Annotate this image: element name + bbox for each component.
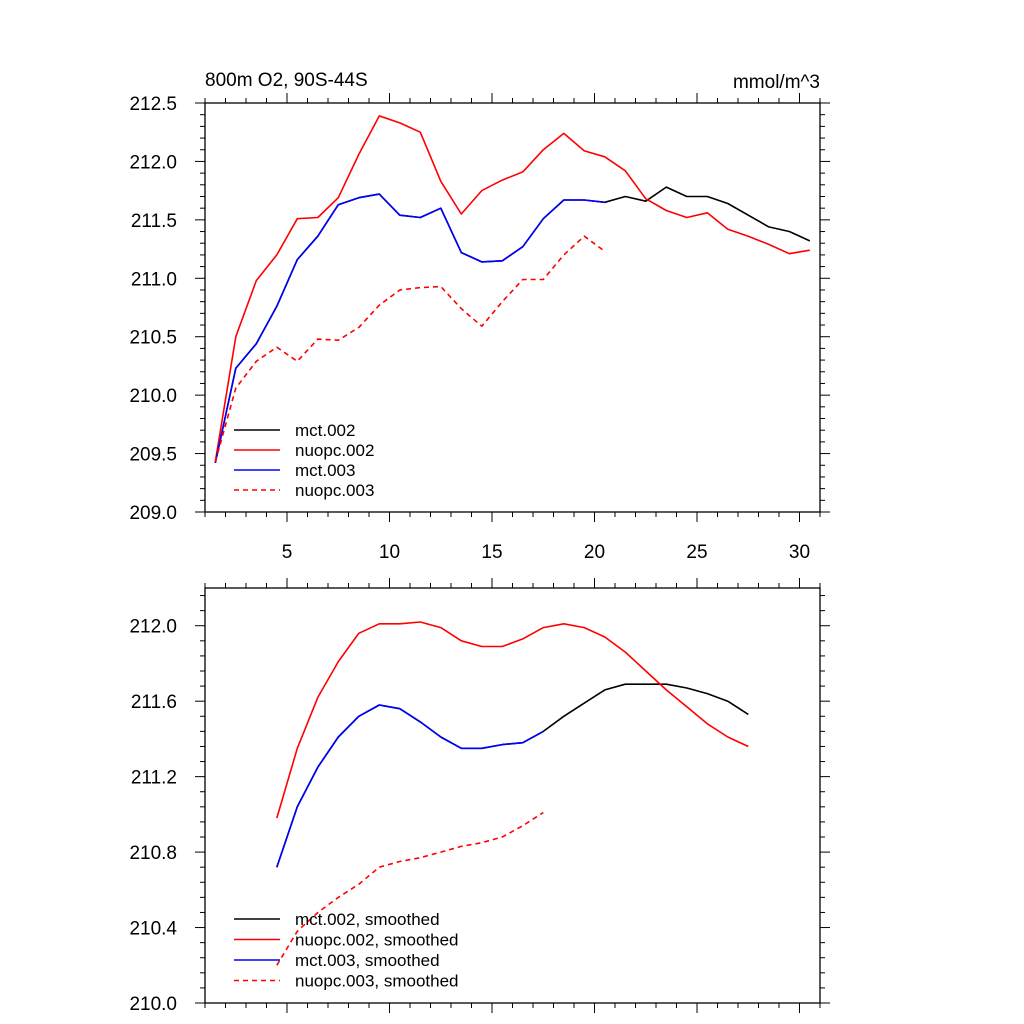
series-line-mct-003-smoothed [276,704,544,868]
y-tick-label: 210.0 [129,386,177,407]
y-tick-label: 211.0 [131,269,177,290]
y-tick-label: 211.5 [131,211,177,232]
y-tick-label: 211.2 [131,768,177,789]
legend-label: mct.002, smoothed [295,910,440,929]
x-tick-label: 30 [789,542,810,563]
series-line-mct-002-smoothed [276,683,749,868]
legend-label: nuopc.003 [295,481,374,500]
x-tick-label: 10 [379,542,400,563]
y-tick-label: 210.0 [129,994,177,1015]
series-line-mct-003 [214,193,605,464]
top-panel: 800m O2, 90S-44S mmol/m^3 5 10 15 20 25 30 209… [129,70,830,563]
y-tick-label: 211.6 [131,692,177,713]
legend-label: mct.002 [295,421,355,440]
units-label: mmol/m^3 [733,72,820,93]
x-tick-label: 20 [584,542,605,563]
legend-label: nuopc.002, smoothed [295,931,459,950]
bottom-panel: 210.0 210.4 210.8 211.2 211.6 212.0 mct.002, s… [129,578,830,1015]
x-tick-label: 25 [686,542,707,563]
series-line-nuopc-003 [214,235,606,463]
series-line-nuopc-002 [214,115,810,462]
y-tick-label: 210.5 [129,328,177,349]
series-line-nuopc-003-smoothed [276,811,544,966]
x-tick-label: 5 [282,542,293,563]
y-tick-label: 212.0 [129,617,177,638]
legend-label: nuopc.002 [295,441,374,460]
y-tick-label: 212.0 [129,152,177,173]
chart-title: 800m O2, 90S-44S [205,70,368,91]
series-line-nuopc-002-smoothed [276,621,749,819]
y-tick-label: 212.5 [129,94,177,115]
y-tick-label: 210.4 [129,919,177,940]
y-tick-label: 209.0 [129,503,177,524]
legend-label: mct.003, smoothed [295,951,440,970]
x-tick-label: 15 [481,542,502,563]
legend-label: nuopc.003, smoothed [295,972,459,991]
y-tick-label: 210.8 [129,843,177,864]
legend-label: mct.003 [295,461,355,480]
y-tick-label: 209.5 [129,445,177,466]
